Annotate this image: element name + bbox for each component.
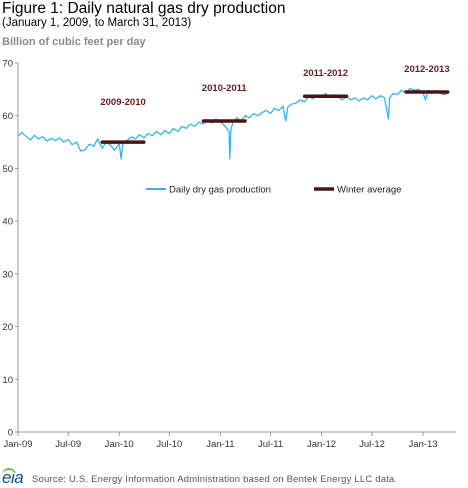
footer: eia Source: U.S. Energy Information Admi… (0, 466, 468, 488)
series-daily-dry-gas-production (17, 87, 448, 160)
legend-label-winter-average: Winter average (337, 185, 401, 196)
winter-label-2010-2011: 2010-2011 (202, 83, 248, 94)
x-tick-label: Jul-11 (258, 439, 283, 450)
x-tick-label: Jan-10 (105, 439, 134, 450)
eia-logo: eia (2, 468, 24, 488)
winter-label-2011-2012: 2011-2012 (303, 68, 348, 79)
x-tick-label: Jul-12 (359, 439, 385, 450)
logo-arc-icon (2, 468, 16, 477)
legend-label-production: Daily dry gas production (169, 185, 271, 196)
y-tick-label: 20 (2, 322, 13, 333)
winter-label-2009-2010: 2009-2010 (100, 97, 145, 108)
x-tick-label: Jan-09 (3, 439, 32, 450)
chart-subtitle: (January 1, 2009, to March 31, 2013) (2, 17, 192, 29)
chart-title: Figure 1: Daily natural gas dry producti… (2, 0, 286, 17)
x-tick-label: Jan-11 (206, 439, 234, 450)
production-chart: 0 10 20 30 40 50 60 70 Jan-09 Jul-09 Jan-10 Jul-10 J… (2, 59, 456, 450)
y-tick-label: 0 (8, 428, 13, 439)
x-tick-label: Jul-10 (156, 439, 182, 450)
y-tick-label: 10 (2, 375, 13, 386)
x-tick-label: Jul-09 (55, 439, 81, 450)
source-note: Source: U.S. Energy Information Administ… (32, 474, 398, 485)
y-axis-units-label: Billion of cubic feet per day (2, 36, 146, 48)
x-tick-label: Jan-13 (408, 439, 437, 450)
y-tick-label: 30 (2, 269, 13, 280)
y-tick-label: 60 (2, 111, 13, 122)
y-tick-label: 70 (2, 59, 13, 70)
x-tick-label: Jan-12 (307, 439, 336, 450)
y-tick-label: 40 (2, 217, 13, 228)
winter-label-2012-2013: 2012-2013 (404, 64, 449, 75)
y-tick-label: 50 (2, 164, 13, 175)
